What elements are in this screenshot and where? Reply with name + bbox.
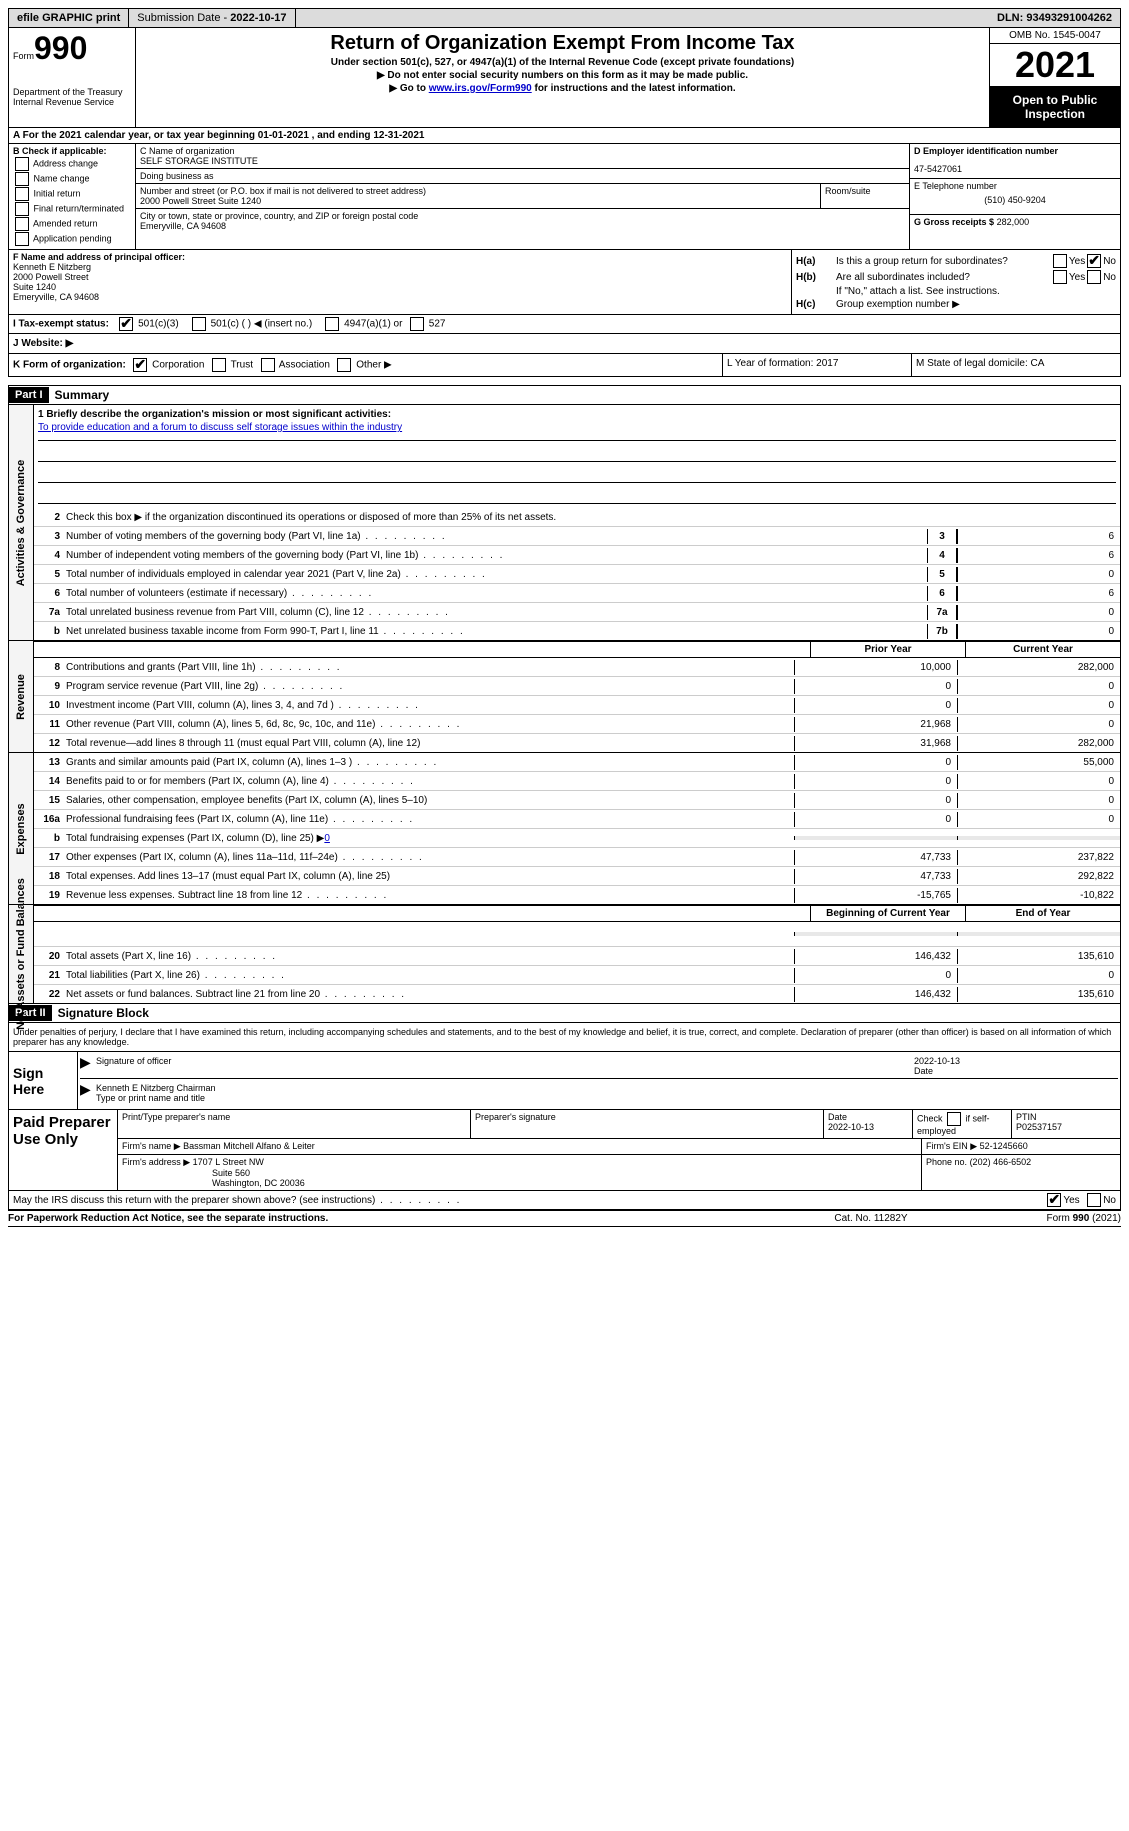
col-c: C Name of organization SELF STORAGE INST… — [136, 144, 909, 249]
irs-link[interactable]: www.irs.gov/Form990 — [429, 83, 532, 94]
part1-header: Part I Summary — [8, 385, 1121, 405]
preparer-section: Paid Preparer Use Only Print/Type prepar… — [8, 1110, 1121, 1191]
efile-button[interactable]: efile GRAPHIC print — [9, 9, 129, 27]
chk-pending[interactable]: Application pending — [13, 232, 131, 246]
row-k: K Form of organization: Corporation Trus… — [8, 354, 1121, 377]
col-h: H(a)Is this a group return for subordina… — [791, 250, 1120, 314]
title-box: Return of Organization Exempt From Incom… — [136, 28, 989, 127]
chk-other[interactable] — [337, 358, 351, 372]
row-i: I Tax-exempt status: 501(c)(3) 501(c) ( … — [8, 315, 1121, 334]
top-bar: efile GRAPHIC print Submission Date - 20… — [8, 8, 1121, 28]
omb-box: OMB No. 1545-0047 2021 Open to Public In… — [989, 28, 1120, 127]
chk-corp[interactable] — [133, 358, 147, 372]
firm-name: Bassman Mitchell Alfano & Leiter — [183, 1141, 315, 1151]
hb-no[interactable] — [1087, 270, 1101, 284]
officer-name: Kenneth E Nitzberg Chairman — [96, 1083, 1114, 1093]
chk-self-employed[interactable] — [947, 1112, 961, 1126]
bottom-line: For Paperwork Reduction Act Notice, see … — [8, 1210, 1121, 1227]
col-d: D Employer identification number 47-5427… — [909, 144, 1120, 249]
chk-final[interactable]: Final return/terminated — [13, 202, 131, 216]
org-name: SELF STORAGE INSTITUTE — [140, 156, 905, 166]
chk-amended[interactable]: Amended return — [13, 217, 131, 231]
row-a: A For the 2021 calendar year, or tax yea… — [8, 128, 1121, 144]
mission-text: To provide education and a forum to disc… — [38, 420, 1116, 441]
discuss-no[interactable] — [1087, 1193, 1101, 1207]
part2-header: Part II Signature Block — [8, 1004, 1121, 1023]
phone: (510) 450-9204 — [914, 195, 1116, 205]
form-box: Form990 Department of the Treasury Inter… — [9, 28, 136, 127]
row-j: J Website: ▶ — [8, 334, 1121, 354]
chk-name[interactable]: Name change — [13, 172, 131, 186]
governance-section: Activities & Governance 1 Briefly descri… — [8, 405, 1121, 641]
ein: 47-5427061 — [914, 164, 1116, 174]
dln: DLN: 93493291004262 — [989, 9, 1120, 27]
chk-501c[interactable] — [192, 317, 206, 331]
discuss-yes[interactable] — [1047, 1193, 1061, 1207]
section-fh: F Name and address of principal officer:… — [8, 250, 1121, 315]
col-f: F Name and address of principal officer:… — [9, 250, 791, 314]
hb-yes[interactable] — [1053, 270, 1067, 284]
chk-assoc[interactable] — [261, 358, 275, 372]
ha-yes[interactable] — [1053, 254, 1067, 268]
header: Form990 Department of the Treasury Inter… — [8, 28, 1121, 128]
submission-date: Submission Date - 2022-10-17 — [129, 9, 295, 27]
section-bcd: B Check if applicable: Address change Na… — [8, 144, 1121, 250]
netassets-section: Net Assets or Fund Balances Beginning of… — [8, 905, 1121, 1004]
chk-address[interactable]: Address change — [13, 157, 131, 171]
col-b: B Check if applicable: Address change Na… — [9, 144, 136, 249]
revenue-section: Revenue Prior YearCurrent Year 8Contribu… — [8, 641, 1121, 753]
chk-527[interactable] — [410, 317, 424, 331]
expenses-section: Expenses 13Grants and similar amounts pa… — [8, 753, 1121, 905]
footer-question: May the IRS discuss this return with the… — [8, 1191, 1121, 1210]
chk-4947[interactable] — [325, 317, 339, 331]
chk-501c3[interactable] — [119, 317, 133, 331]
street-address: 2000 Powell Street Suite 1240 — [140, 196, 816, 206]
chk-initial[interactable]: Initial return — [13, 187, 131, 201]
city-address: Emeryville, CA 94608 — [140, 221, 905, 231]
gross-receipts: 282,000 — [997, 217, 1030, 227]
form-title: Return of Organization Exempt From Incom… — [140, 32, 985, 55]
chk-trust[interactable] — [212, 358, 226, 372]
ha-no[interactable] — [1087, 254, 1101, 268]
signature-block: Under penalties of perjury, I declare th… — [8, 1023, 1121, 1110]
